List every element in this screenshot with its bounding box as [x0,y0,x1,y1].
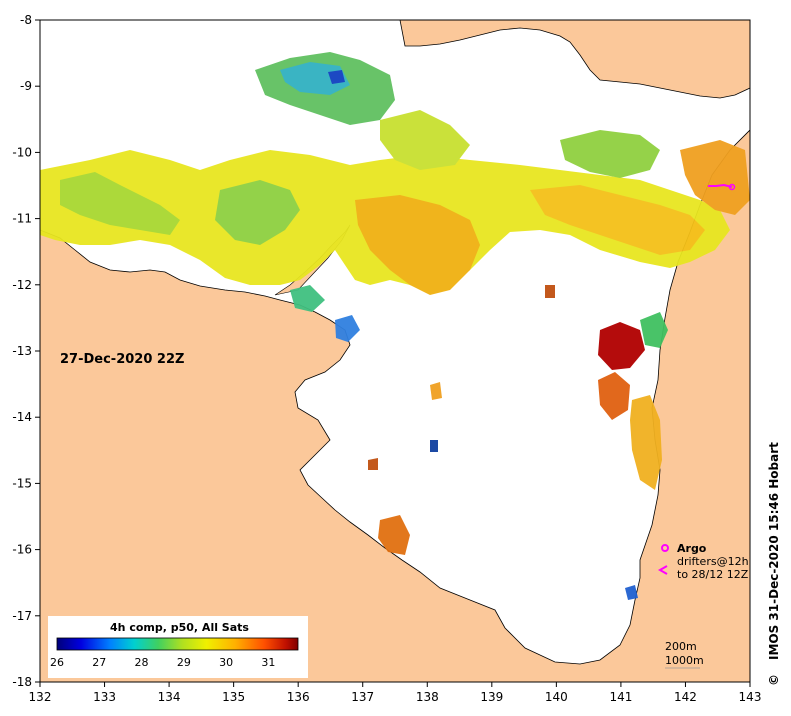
colorbar-tick-label: 28 [135,656,149,669]
y-tick-label: -11 [12,212,32,226]
x-tick-label: 140 [545,690,568,704]
colorbar-tick-label: 26 [50,656,64,669]
drifter-legend: Argo drifters@12h to 28/12 12Z [657,542,749,581]
y-tick-label: -14 [12,410,32,424]
x-tick-label: 142 [674,690,697,704]
colorbar-gradient [56,637,299,651]
y-axis: -8 -9 -10 -11 -12 -13 -14 -15 -16 -17 -18 [12,13,40,689]
colorbar-tick-label: 29 [177,656,191,669]
drifter-track [708,183,736,191]
x-tick-label: 135 [222,690,245,704]
x-tick-label: 139 [480,690,503,704]
y-tick-label: -13 [12,344,32,358]
date-label: 27-Dec-2020 22Z [60,352,184,367]
y-tick-label: -8 [20,13,32,27]
x-tick-label: 136 [287,690,310,704]
depth-1000-label: 1000m [665,654,704,667]
x-tick-label: 132 [29,690,52,704]
colorbar-tick-label: 27 [92,656,106,669]
y-tick-label: -17 [12,609,32,623]
depth-legend: 200m 1000m [665,640,704,669]
colorbar-tick-label: 31 [261,656,275,669]
depth-200-label: 200m [665,640,697,653]
y-tick-label: -18 [12,675,32,689]
y-tick-label: -12 [12,278,32,292]
colorbar-title: 4h comp, p50, All Sats [110,621,249,634]
argo-symbol-icon [661,544,669,552]
y-tick-label: -15 [12,476,32,490]
colorbar-labels: 26 27 28 29 30 31 [50,656,275,669]
argo-label: Argo [677,542,707,555]
drifter-arrow-icon [657,565,668,575]
copyright-symbol: © [767,674,781,686]
y-tick-label: -10 [12,145,32,159]
x-tick-label: 141 [609,690,632,704]
y-tick-label: -16 [12,543,32,557]
credit-text: IMOS 31-Dec-2020 15:46 Hobart [767,442,781,660]
colorbar: 4h comp, p50, All Sats 26 27 28 29 30 31 [48,616,308,678]
x-tick-label: 134 [158,690,181,704]
x-tick-label: 143 [739,690,762,704]
sst-patches [40,52,750,600]
x-tick-label: 133 [93,690,116,704]
land-northern-territory [40,129,750,682]
x-axis: 132 133 134 135 136 137 138 139 140 141 142 143 [29,682,762,704]
drifters-label-line2: to 28/12 12Z [677,568,749,581]
x-tick-label: 137 [351,690,374,704]
y-tick-label: -9 [20,79,32,93]
x-tick-label: 138 [416,690,439,704]
drifters-label-line1: drifters@12h [677,555,749,568]
land-papua [399,20,750,99]
colorbar-tick-label: 30 [219,656,233,669]
